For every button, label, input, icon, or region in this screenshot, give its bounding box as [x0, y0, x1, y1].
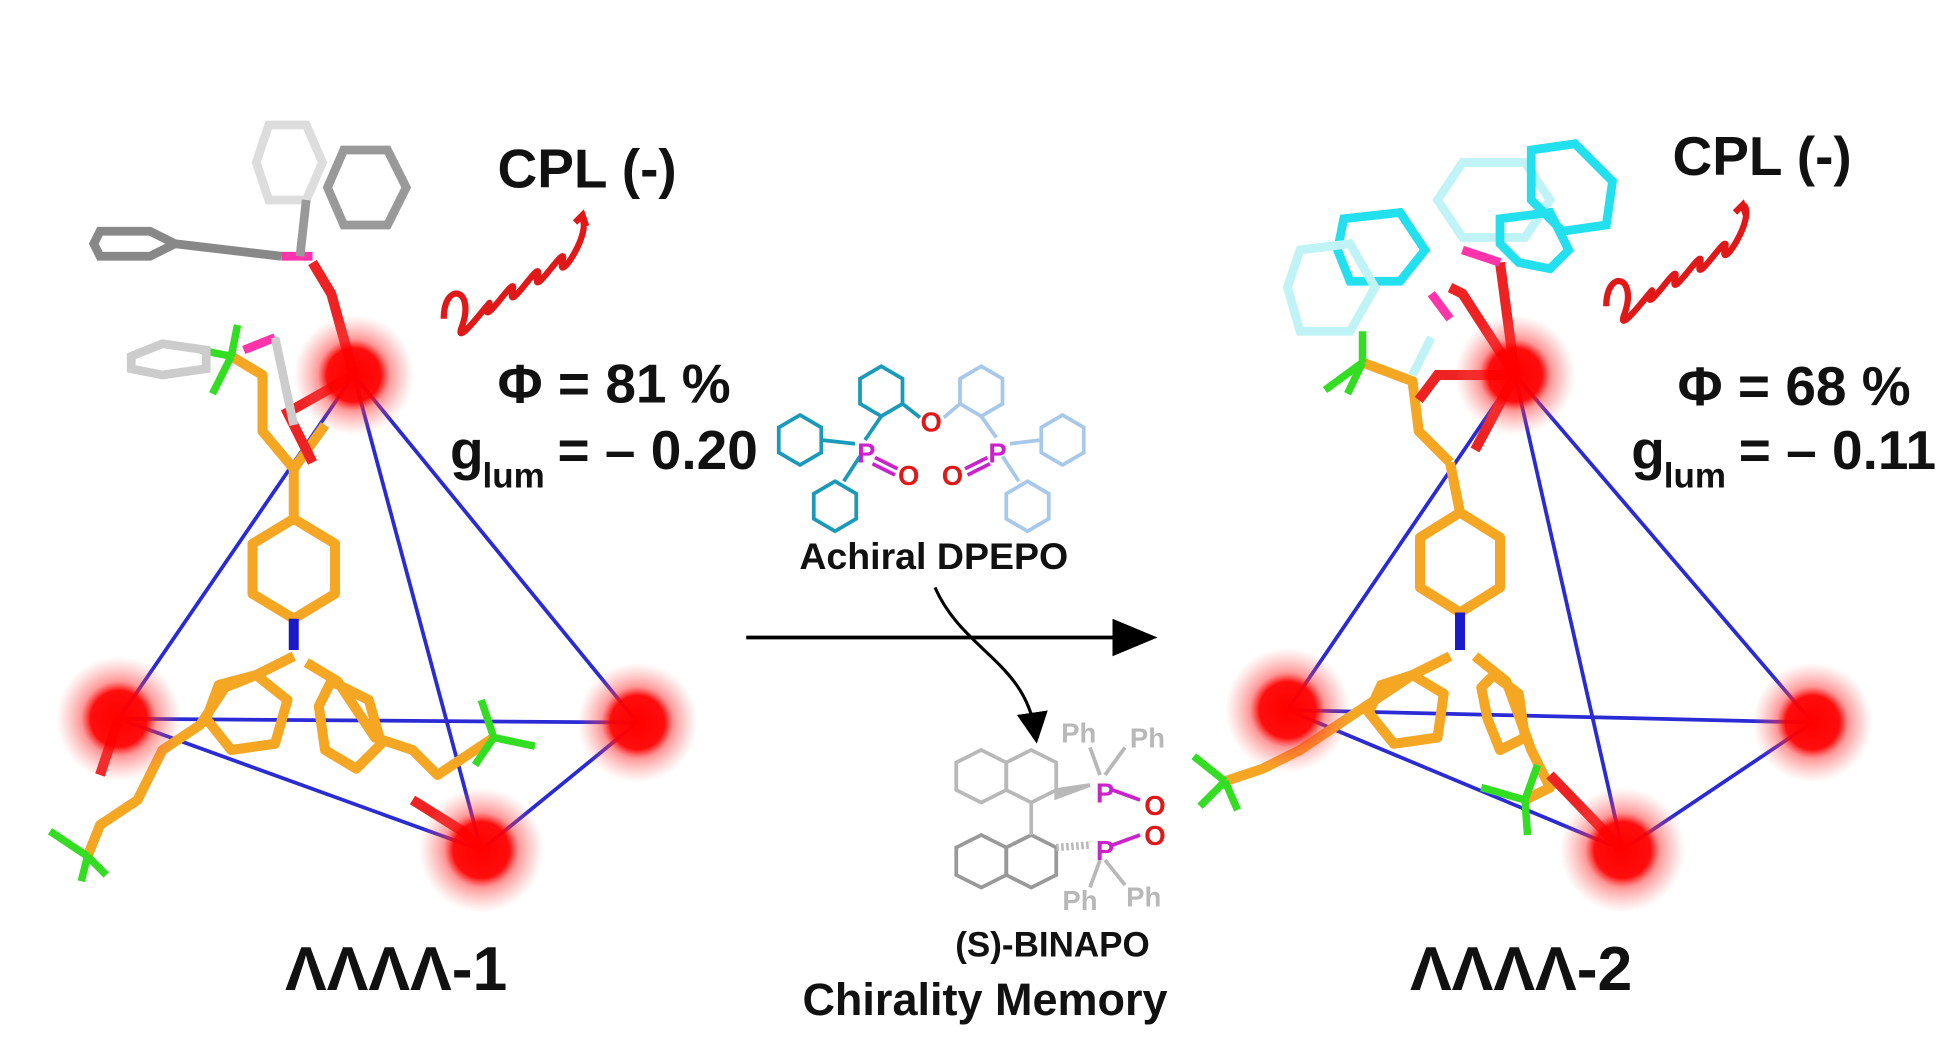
dpepo-phosphorus-right: P	[988, 438, 1006, 469]
fluorine-groups	[1191, 331, 1542, 836]
glum-symbol-right: g	[1631, 419, 1665, 481]
dpepo-oxygen-bridge: O	[921, 406, 942, 437]
cpl-label-left: CPL (-)	[498, 138, 677, 200]
binapo-structure	[954, 746, 1141, 890]
binapo-ph-2: Ph	[1130, 723, 1165, 754]
binapo-oxygen-1: O	[1144, 790, 1165, 821]
glum-value-right: = – 0.11	[1739, 419, 1936, 481]
binapo-phosphorus-2: P	[1096, 835, 1114, 866]
cpl-label-right: CPL (-)	[1673, 125, 1852, 187]
dpepo-structure	[776, 364, 1086, 534]
chirality-memory-label: Chirality Memory	[802, 974, 1167, 1025]
quantum-yield-left: Φ = 81 %	[498, 353, 731, 415]
metal-center	[1560, 787, 1685, 913]
quantum-yield-right: Φ = 68 %	[1678, 355, 1911, 417]
glum-value-left: = – 0.20	[558, 419, 758, 481]
metal-center	[1455, 315, 1575, 435]
binapo-phosphorus-1: P	[1096, 778, 1114, 809]
dpepo-ligand	[1282, 139, 1618, 377]
glum-subscript-right: lum	[1664, 457, 1726, 496]
binapo-ph-1: Ph	[1061, 718, 1096, 749]
dpepo-label: Achiral DPEPO	[799, 535, 1068, 577]
compound-label-left: ΛΛΛΛ-1	[285, 934, 507, 1004]
dpepo-oxygen-left: O	[898, 460, 919, 491]
metal-center	[293, 315, 414, 435]
metal-center	[577, 662, 698, 783]
dpepo-phosphorus-left: P	[857, 438, 875, 469]
cpl-helix-icon-right	[1603, 199, 1750, 324]
glum-subscript-left: lum	[483, 457, 545, 496]
binapo-ligand	[88, 120, 412, 426]
cpl-helix-icon-left	[440, 209, 590, 337]
dpepo-oxygen-right: O	[942, 460, 963, 491]
compound-label-right: ΛΛΛΛ-2	[1410, 934, 1632, 1004]
structure-right	[1191, 139, 1873, 913]
metal-center	[1752, 662, 1873, 783]
ligand	[82, 351, 497, 859]
metal-center	[1225, 647, 1350, 773]
fluorine-groups	[47, 324, 536, 883]
binapo-ph-3: Ph	[1062, 885, 1097, 916]
curved-arrow	[933, 586, 1048, 744]
metal-center	[56, 656, 182, 782]
metal-center	[418, 787, 544, 913]
binapo-ph-4: Ph	[1126, 881, 1161, 912]
glum-symbol-left: g	[450, 419, 484, 481]
binapo-label: (S)-BINAPO	[955, 925, 1149, 964]
binapo-oxygen-2: O	[1144, 820, 1165, 851]
structure-left	[47, 120, 698, 913]
